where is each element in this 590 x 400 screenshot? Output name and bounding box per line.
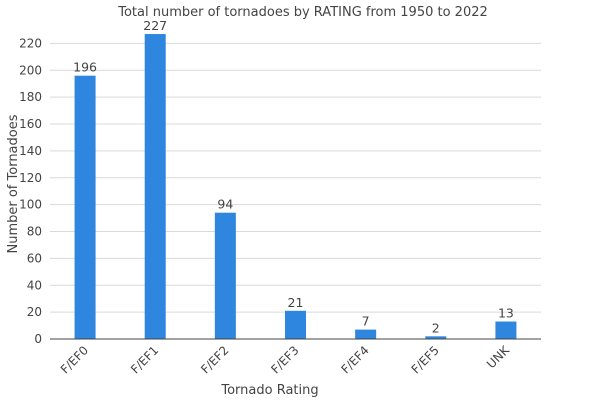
data-label: 94 (217, 197, 233, 212)
y-tick-label: 200 (19, 63, 42, 77)
x-axis-label: Tornado Rating (220, 383, 318, 398)
x-tick-label: F/EF0 (58, 343, 91, 376)
bar (285, 310, 306, 339)
bar (355, 329, 377, 339)
x-axis-ticks: F/EF0 F/EF1 F/EF2 F/EF3 F/EF4 F/EF5 UNK (58, 342, 513, 376)
y-axis-label: Number of Tornadoes (6, 114, 21, 253)
x-tick-label: F/EF3 (268, 343, 301, 376)
bar (144, 34, 166, 340)
y-tick-label: 140 (19, 144, 42, 158)
data-labels: 196 227 94 21 7 2 13 (73, 18, 514, 335)
x-tick-label: F/EF1 (128, 343, 161, 376)
x-tick-label: F/EF5 (409, 343, 442, 376)
bar (214, 212, 236, 339)
y-tick-label: 180 (19, 90, 42, 104)
y-tick-label: 60 (27, 251, 42, 265)
x-tick-label: F/EF2 (198, 343, 231, 376)
bar (495, 321, 517, 339)
bars (74, 34, 517, 340)
y-tick-label: 40 (27, 278, 42, 292)
y-tick-label: 160 (19, 117, 42, 131)
bar (74, 75, 96, 340)
data-label: 7 (362, 314, 370, 329)
data-label: 196 (73, 60, 97, 75)
y-tick-label: 80 (27, 225, 42, 239)
gridlines (50, 42, 541, 313)
y-tick-label: 0 (34, 332, 42, 346)
data-label: 13 (498, 306, 514, 321)
data-label: 227 (143, 18, 167, 33)
data-label: 21 (288, 295, 304, 310)
data-label: 2 (432, 320, 440, 335)
chart-title: Total number of tornadoes by RATING from… (117, 5, 488, 20)
y-tick-label: 120 (19, 171, 42, 185)
y-tick-label: 20 (27, 305, 42, 319)
x-tick-label: F/EF4 (338, 343, 371, 376)
y-tick-label: 220 (19, 36, 42, 50)
y-tick-label: 100 (19, 198, 42, 212)
y-axis-ticks: 0 20 40 60 80 100 120 140 160 180 200 220 (19, 36, 42, 346)
x-tick-label: UNK (484, 342, 513, 371)
bar (425, 336, 447, 339)
